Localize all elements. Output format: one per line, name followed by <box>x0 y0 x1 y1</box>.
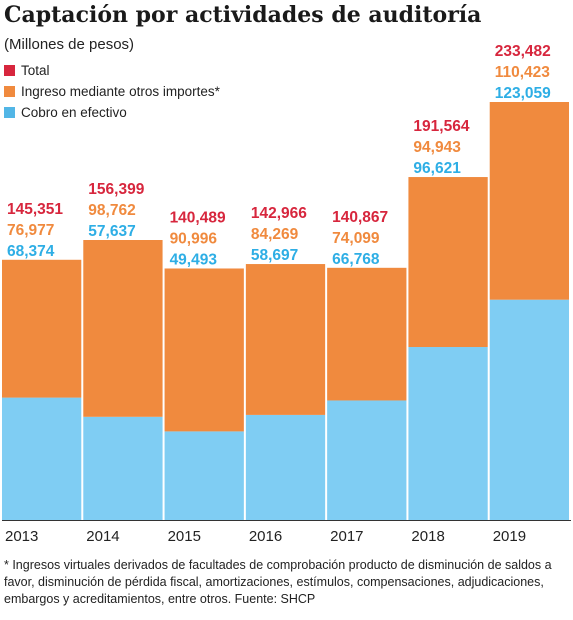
legend-label-otros: Ingreso mediante otros importes* <box>21 84 220 99</box>
label-efectivo-2017: 66,768 <box>332 251 380 268</box>
x-tick-2013: 2013 <box>5 528 38 545</box>
legend-item-total: Total <box>4 60 220 81</box>
label-efectivo-2019: 123,059 <box>495 85 551 102</box>
bar-otros-2019 <box>489 102 569 300</box>
label-total-2014: 156,399 <box>88 181 144 198</box>
bar-efectivo-2017 <box>327 400 407 520</box>
label-efectivo-2014: 57,637 <box>88 223 135 240</box>
chart-subtitle: (Millones de pesos) <box>4 36 135 53</box>
x-tick-2014: 2014 <box>86 528 119 545</box>
bar-otros-2015 <box>164 268 244 432</box>
x-tick-2016: 2016 <box>249 528 282 545</box>
label-otros-2018: 94,943 <box>413 139 461 156</box>
legend-swatch-efectivo <box>4 107 15 118</box>
label-total-2019: 233,482 <box>495 43 551 60</box>
x-tick-2018: 2018 <box>411 528 444 545</box>
bar-otros-2013 <box>2 259 82 398</box>
bar-otros-2017 <box>327 267 407 401</box>
label-otros-2017: 74,099 <box>332 230 380 247</box>
bar-efectivo-2016 <box>245 414 326 520</box>
label-otros-2015: 90,996 <box>170 230 218 247</box>
legend: Total Ingreso mediante otros importes* C… <box>4 60 220 123</box>
label-otros-2013: 76,977 <box>7 222 54 239</box>
label-total-2017: 140,867 <box>332 209 388 226</box>
label-total-2016: 142,966 <box>251 205 307 222</box>
bar-otros-2014 <box>83 240 163 417</box>
label-otros-2019: 110,423 <box>495 64 551 81</box>
label-efectivo-2016: 58,697 <box>251 247 298 264</box>
label-efectivo-2013: 68,374 <box>7 243 55 260</box>
bar-efectivo-2014 <box>83 416 163 520</box>
chart-title: Captación por actividades de auditoría <box>4 2 482 28</box>
label-otros-2016: 84,269 <box>251 226 299 243</box>
legend-swatch-otros <box>4 86 15 97</box>
bar-otros-2016 <box>245 264 326 415</box>
footnote: * Ingresos virtuales derivados de facult… <box>4 558 552 606</box>
legend-label-efectivo: Cobro en efectivo <box>21 105 127 120</box>
label-total-2018: 191,564 <box>413 118 469 135</box>
label-efectivo-2015: 49,493 <box>170 251 218 268</box>
bar-otros-2018 <box>408 177 488 348</box>
bar-efectivo-2013 <box>2 397 82 520</box>
label-otros-2014: 98,762 <box>88 202 135 219</box>
legend-label-total: Total <box>21 63 50 78</box>
label-efectivo-2018: 96,621 <box>413 160 461 177</box>
bar-efectivo-2015 <box>164 431 244 520</box>
x-tick-2019: 2019 <box>493 528 526 545</box>
x-tick-2017: 2017 <box>330 528 363 545</box>
bar-efectivo-2019 <box>489 299 569 520</box>
x-tick-2015: 2015 <box>168 528 201 545</box>
bar-efectivo-2018 <box>408 347 488 520</box>
label-total-2013: 145,351 <box>7 201 63 218</box>
legend-item-efectivo: Cobro en efectivo <box>4 102 220 123</box>
legend-swatch-total <box>4 65 15 76</box>
legend-item-otros: Ingreso mediante otros importes* <box>4 81 220 102</box>
label-total-2015: 140,489 <box>170 209 226 226</box>
